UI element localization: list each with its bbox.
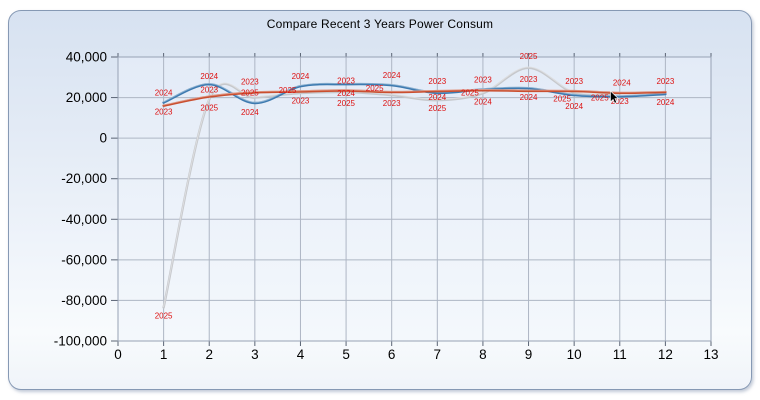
y-tick-label: -40,000 — [61, 212, 107, 227]
series-line-highlight-2023 — [163, 88, 666, 106]
point-label-2024: 2024 — [292, 72, 310, 81]
x-tick-label: 5 — [342, 347, 350, 362]
point-label-2024: 2024 — [428, 93, 446, 102]
point-label-2025: 2025 — [200, 104, 218, 113]
plot-border — [117, 56, 712, 342]
point-label-2025: 2025 — [520, 52, 538, 61]
point-label-2023: 2023 — [241, 78, 259, 87]
point-label-2023: 2023 — [155, 108, 173, 117]
x-tick-label: 12 — [658, 347, 673, 362]
point-label-2023: 2023 — [200, 86, 218, 95]
point-label-2025: 2025 — [428, 104, 446, 113]
y-tick-label: -100,000 — [54, 334, 107, 349]
point-label-2023: 2023 — [565, 77, 583, 86]
x-tick-label: 6 — [388, 347, 396, 362]
series-line-2024[interactable] — [162, 82, 667, 105]
x-tick-label: 3 — [251, 347, 259, 362]
y-tick-label: 20,000 — [66, 90, 107, 105]
x-tick-label: 10 — [567, 347, 582, 362]
x-tick-label: 11 — [613, 347, 627, 362]
x-tick-label: 9 — [525, 347, 533, 362]
point-label-2023: 2023 — [383, 99, 401, 108]
point-label-2023: 2023 — [337, 76, 355, 85]
point-label-2024: 2024 — [474, 97, 492, 106]
series-line-2023[interactable] — [162, 89, 667, 107]
point-label-2025: 2025 — [591, 93, 609, 102]
y-tick-label: -60,000 — [61, 252, 107, 267]
point-label-2023: 2023 — [428, 77, 446, 86]
point-label-2023: 2023 — [611, 97, 629, 106]
point-label-2023: 2023 — [656, 77, 674, 86]
point-label-2023: 2023 — [292, 96, 310, 105]
y-tick-label: 40,000 — [66, 50, 107, 65]
point-label-2024: 2024 — [383, 71, 401, 80]
plot-area — [118, 57, 711, 341]
point-label-2025: 2025 — [366, 84, 384, 93]
point-label-2024: 2024 — [337, 89, 355, 98]
x-tick-label: 8 — [479, 347, 487, 362]
x-tick-label: 2 — [205, 347, 213, 362]
point-label-2025: 2025 — [241, 89, 259, 98]
point-label-2024: 2024 — [200, 72, 218, 81]
point-label-2025: 2025 — [461, 88, 479, 97]
point-label-2025: 2025 — [553, 95, 571, 104]
x-tick-label: 7 — [434, 347, 442, 362]
y-tick-label: -20,000 — [61, 171, 107, 186]
point-label-2024: 2024 — [613, 78, 631, 87]
point-label-2025: 2025 — [155, 312, 173, 321]
point-label-2024: 2024 — [656, 98, 674, 107]
x-tick-label: 1 — [160, 347, 168, 362]
x-tick-label: 4 — [297, 347, 305, 362]
point-label-2024: 2024 — [520, 93, 538, 102]
mouse-cursor — [610, 90, 620, 104]
point-label-2023: 2023 — [474, 75, 492, 84]
series-line-2025[interactable] — [162, 66, 621, 309]
x-tick-label: 0 — [114, 347, 122, 362]
point-label-2023: 2023 — [520, 75, 538, 84]
point-label-2025: 2025 — [337, 99, 355, 108]
series-line-highlight-2024 — [163, 82, 666, 103]
y-tick-label: -80,000 — [61, 293, 107, 308]
point-label-2024: 2024 — [565, 102, 583, 111]
point-label-2024: 2024 — [241, 108, 259, 117]
point-label-2024: 2024 — [155, 89, 173, 98]
chart-title: Compare Recent 3 Years Power Consum — [266, 17, 494, 31]
y-tick-label: 0 — [99, 131, 107, 146]
point-label-2025: 2025 — [279, 86, 297, 95]
x-tick-label: 13 — [703, 347, 718, 362]
